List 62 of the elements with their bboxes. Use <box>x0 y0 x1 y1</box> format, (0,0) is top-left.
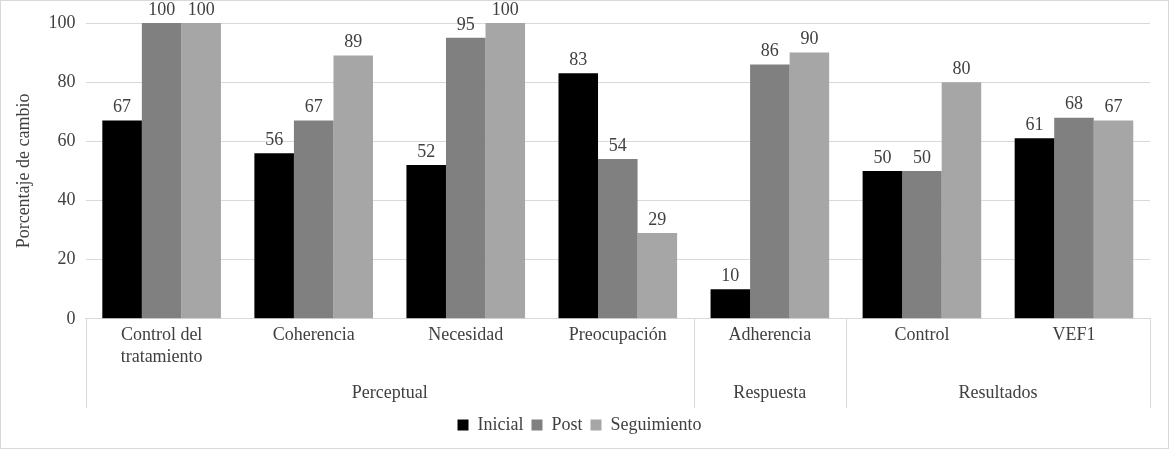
data-label: 80 <box>952 57 971 78</box>
x-tick-label: Control <box>894 324 950 345</box>
bar <box>710 289 751 319</box>
y-tick-label: 40 <box>57 189 76 210</box>
bar <box>862 170 903 319</box>
text: Resultados <box>958 381 1038 402</box>
data-label: 10 <box>721 264 740 285</box>
data-label: 61 <box>1025 114 1044 135</box>
x-tick-label: Necesidad <box>428 324 504 345</box>
legend-label: Seguimiento <box>610 413 702 434</box>
data-label: 52 <box>417 140 436 161</box>
y-tick-label: 80 <box>57 70 76 91</box>
data-label: 90 <box>800 28 819 49</box>
data-label: 29 <box>648 208 667 229</box>
bar <box>1054 117 1094 319</box>
bar <box>598 159 638 319</box>
text: Perceptual <box>351 381 428 402</box>
data-label: 86 <box>760 40 779 61</box>
y-tick-label: 60 <box>57 130 76 151</box>
data-label: 89 <box>344 31 363 52</box>
bar <box>445 37 486 319</box>
data-label: 100 <box>148 0 176 19</box>
x-tick-label: Control del tratamiento <box>120 324 203 366</box>
bar <box>181 23 221 319</box>
data-label: 83 <box>569 49 588 70</box>
text: Respuesta <box>733 381 807 402</box>
bar <box>558 73 599 319</box>
data-label: 100 <box>491 0 519 19</box>
y-tick-label: 20 <box>57 248 76 269</box>
y-tick-label: 0 <box>66 307 76 328</box>
data-label: 100 <box>187 0 215 19</box>
data-label: 67 <box>113 96 132 117</box>
bar <box>902 170 942 319</box>
bar <box>333 55 373 319</box>
bar <box>637 233 678 319</box>
bar <box>750 64 790 319</box>
x-tick-label: Adherencia <box>728 324 812 345</box>
data-label: 67 <box>1104 96 1123 117</box>
bar <box>293 120 334 319</box>
data-label: 67 <box>304 96 323 117</box>
x-tick-label: Preocupación <box>568 324 667 345</box>
bar <box>941 82 982 319</box>
data-label: 56 <box>265 128 284 149</box>
y-tick-label: 100 <box>48 11 76 32</box>
data-label: 50 <box>873 146 892 167</box>
data-label: 68 <box>1064 93 1083 114</box>
legend-label: Inicial <box>477 413 524 434</box>
bar <box>789 52 830 319</box>
bar <box>1093 120 1134 319</box>
y-axis-title: Porcentaje de cambio <box>12 93 33 249</box>
bar <box>141 23 182 319</box>
bar <box>485 23 526 319</box>
bar <box>406 164 446 319</box>
data-label: 95 <box>456 13 475 34</box>
bar <box>1014 138 1055 319</box>
bar <box>254 153 294 319</box>
x-tick-label: Coherencia <box>272 324 355 345</box>
data-label: 54 <box>608 134 627 155</box>
bar <box>102 120 142 319</box>
x-tick-label: VEF1 <box>1052 324 1096 345</box>
legend-label: Post <box>551 413 583 434</box>
data-label: 50 <box>912 146 931 167</box>
